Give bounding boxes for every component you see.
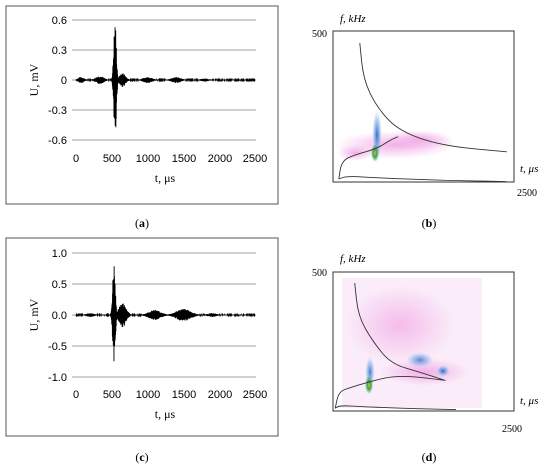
chart-d-energy-mid [406, 352, 434, 368]
chart-a-y-tick: 0.3 [52, 45, 67, 57]
chart-d-energy-mid [436, 365, 450, 377]
chart-b-curve [338, 176, 508, 182]
chart-c: 1.0 0.5 0.0 -0.5 -1.0 0 500 1000 1500 20… [5, 237, 279, 437]
chart-d-curve [334, 405, 457, 411]
chart-b-energy-peak [371, 144, 379, 162]
chart-c-y-ticks: 1.0 0.5 0.0 -0.5 -1.0 [48, 248, 67, 384]
chart-a-y-tick: 0 [61, 75, 67, 87]
chart-a-x-tick: 2000 [208, 153, 232, 165]
panel-label-c: (c) [135, 450, 148, 464]
chart-b-ylabel: f, kHz [340, 13, 366, 25]
chart-b-curve [359, 43, 507, 153]
panel-label-b: (b) [422, 216, 437, 230]
chart-d-curve [354, 283, 446, 381]
chart-d-curve [334, 375, 446, 409]
chart-b-heatmap [335, 109, 455, 162]
chart-c-y-tick: -0.5 [48, 341, 67, 353]
chart-c-x-tick: 0 [73, 389, 79, 401]
chart-a-y-tick: 0.6 [52, 15, 67, 27]
chart-a-x-tick: 2500 [243, 153, 267, 165]
chart-b-energy-spread [386, 130, 454, 150]
chart-b-curve [338, 136, 399, 180]
chart-a-y-tick: -0.3 [48, 105, 67, 117]
chart-b-energy-spread [337, 145, 373, 161]
chart-c-y-tick: 0.5 [52, 279, 67, 291]
chart-d-energy-spread [380, 358, 470, 386]
chart-d-heatmap [342, 278, 482, 408]
chart-c-y-tick: 1.0 [52, 248, 67, 260]
chart-a-y-ticks: 0.6 0.3 0 -0.3 -0.6 [48, 15, 67, 147]
chart-c-xlabel: t, μs [155, 407, 176, 421]
chart-a-x-tick: 0 [73, 153, 79, 165]
chart-b-x-max: 2500 [517, 188, 537, 199]
chart-c-frame [5, 237, 279, 437]
chart-c-x-tick: 2500 [243, 389, 267, 401]
chart-a-x-ticks: 0 500 1000 1500 2000 2500 [73, 153, 267, 165]
chart-a-xlabel: t, μs [155, 171, 176, 185]
chart-c-x-tick: 2000 [208, 389, 232, 401]
chart-d-y-max: 500 [312, 268, 327, 279]
chart-d-energy-spread [345, 285, 455, 365]
chart-d-energy-peak [365, 376, 373, 394]
chart-c-signal-line [75, 266, 256, 362]
chart-c-x-tick: 1000 [136, 389, 160, 401]
chart-d-xlabel: t, μs [520, 395, 538, 407]
chart-a-frame [5, 5, 279, 205]
chart-c-ylabel: U, mV [27, 298, 41, 331]
chart-c-x-tick: 500 [103, 389, 121, 401]
chart-d: f, kHz 500 t, μs 2500 [312, 253, 538, 435]
chart-c-y-tick: 0.0 [52, 310, 67, 322]
chart-d-ylabel: f, kHz [340, 253, 366, 265]
chart-a-ylabel: U, mV [27, 63, 41, 96]
chart-b-curves [338, 43, 508, 182]
chart-d-curves [334, 283, 457, 411]
chart-a-x-tick: 1500 [172, 153, 196, 165]
panel-label-a: (a) [135, 216, 149, 230]
chart-c-y-tick: -1.0 [48, 372, 67, 384]
panel-label-d: (d) [422, 450, 437, 464]
chart-c-x-tick: 1500 [172, 389, 196, 401]
chart-b-y-max: 500 [312, 29, 327, 40]
chart-b-xlabel: t, μs [520, 163, 538, 175]
chart-a-y-tick: -0.6 [48, 135, 67, 147]
chart-b: f, kHz 500 t, μs 2500 [312, 13, 538, 199]
chart-a-x-tick: 500 [103, 153, 121, 165]
chart-d-x-max: 2500 [502, 424, 522, 435]
chart-a-signal-line [75, 27, 256, 128]
chart-a-x-tick: 1000 [136, 153, 160, 165]
chart-a: 0.6 0.3 0 -0.3 -0.6 0 500 1000 1500 2000… [5, 5, 279, 205]
chart-c-x-ticks: 0 500 1000 1500 2000 2500 [73, 389, 267, 401]
